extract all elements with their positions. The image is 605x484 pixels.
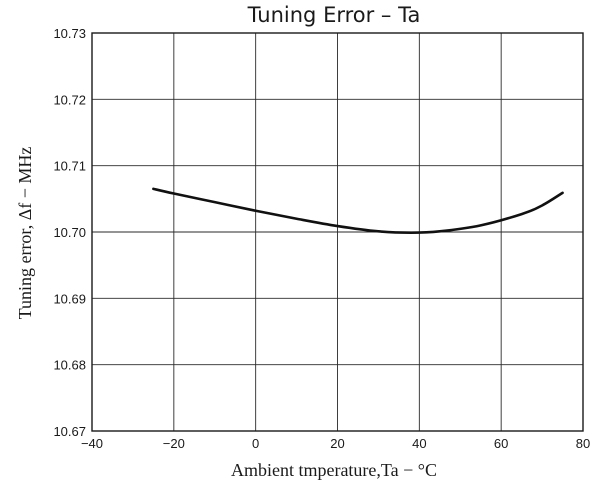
y-tick-label: 10.73 <box>53 26 86 41</box>
x-tick-label: −40 <box>81 436 103 451</box>
x-tick-label: 80 <box>576 436 590 451</box>
chart-title: Tuning Error – Ta <box>247 3 421 27</box>
x-tick-label: 20 <box>330 436 344 451</box>
series-line <box>152 187 564 234</box>
y-tick-label: 10.70 <box>53 225 86 240</box>
x-tick-label: 0 <box>252 436 259 451</box>
x-tick-label: −20 <box>163 436 185 451</box>
x-axis-label: Ambient tmperature,Ta − °C <box>231 460 437 480</box>
y-tick-label: 10.69 <box>53 291 86 306</box>
x-tick-label: 40 <box>412 436 426 451</box>
y-tick-labels: 10.67 10.68 10.69 10.70 10.71 10.72 10.73 <box>53 26 86 439</box>
series-layer <box>152 187 564 234</box>
x-tick-label: 60 <box>494 436 508 451</box>
grid <box>91 32 584 432</box>
plot-frame <box>91 32 584 432</box>
y-axis-label: Tuning error, Δf − MHz <box>15 147 35 320</box>
y-tick-label: 10.67 <box>53 424 86 439</box>
y-tick-label: 10.72 <box>53 92 86 107</box>
x-tick-labels: −40 −20 0 20 40 60 80 <box>81 436 590 451</box>
y-tick-label: 10.68 <box>53 358 86 373</box>
y-tick-label: 10.71 <box>53 159 86 174</box>
